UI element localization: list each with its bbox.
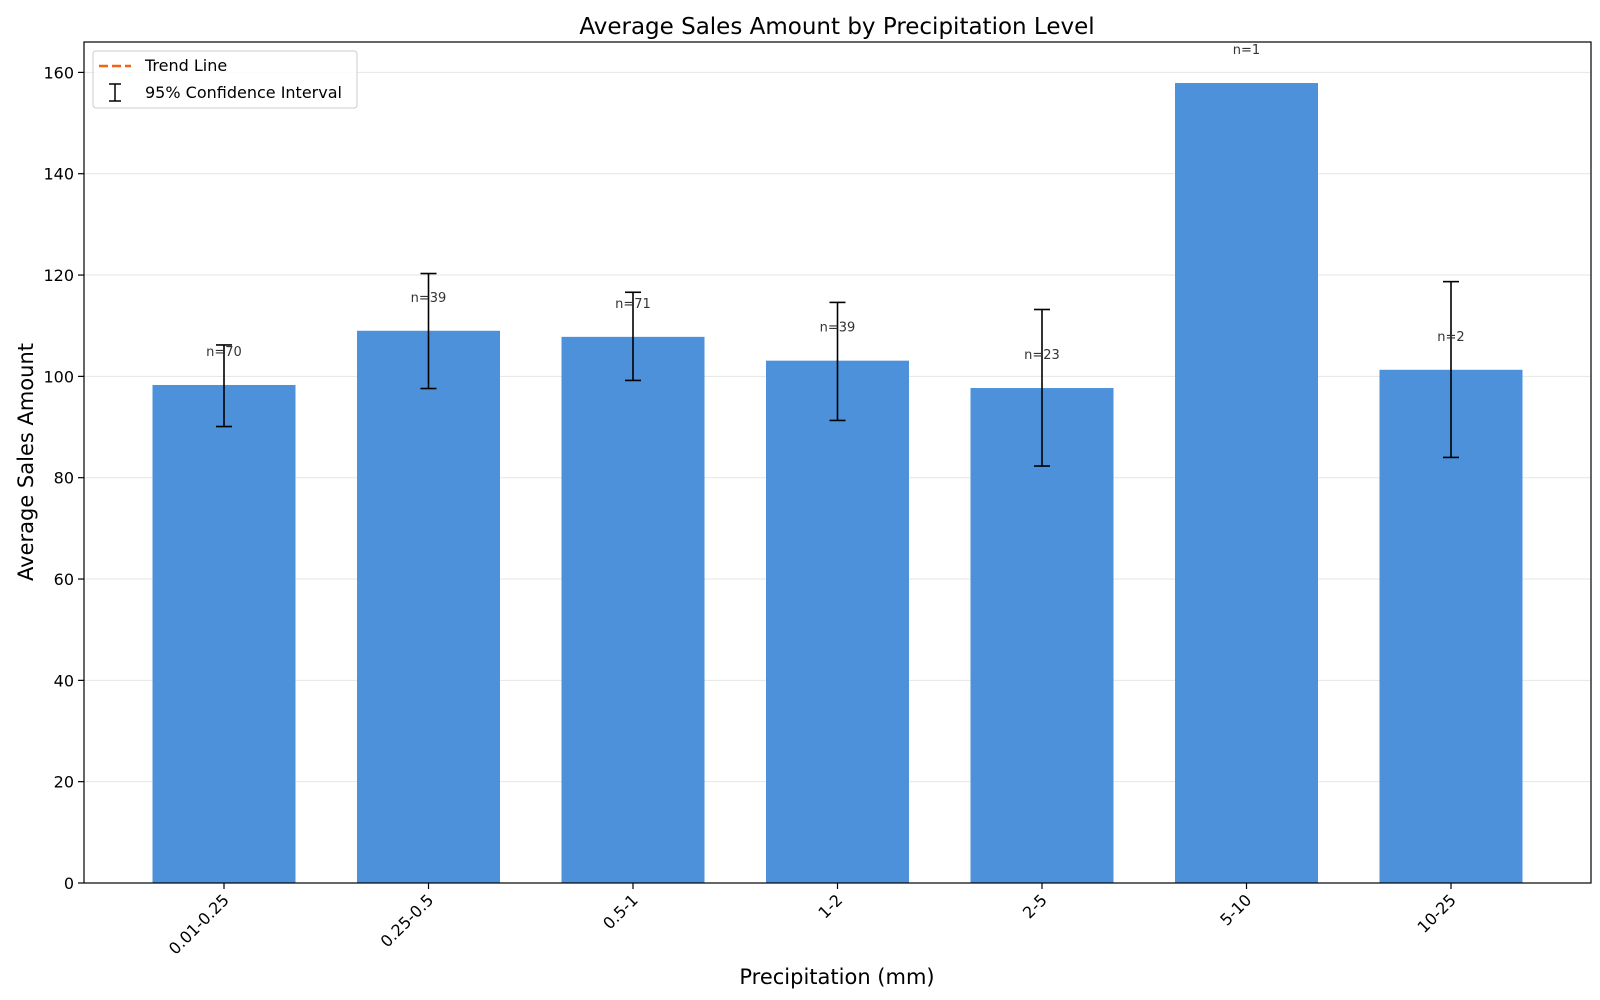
legend-label-trend-line: Trend Line <box>144 56 227 75</box>
legend-box <box>92 50 358 109</box>
bars <box>152 83 1523 883</box>
error-bar-0.5-1 <box>625 291 641 382</box>
sample-size-label: n=1 <box>1233 43 1260 58</box>
y-tick-label: 80 <box>54 469 74 488</box>
chart-title: Average Sales Amount by Precipitation Le… <box>579 14 1094 40</box>
x-tick-label: 2-5 <box>1019 890 1051 922</box>
bar-0.25-0.5 <box>357 330 500 883</box>
legend-label-confidence-interval: 95% Confidence Interval <box>145 83 342 102</box>
confidence-interval-legend-icon <box>109 83 121 102</box>
y-axis: 0 20 40 60 80 100 120 140 160 <box>43 63 84 893</box>
bar-1-2 <box>766 360 909 883</box>
y-tick-label: 20 <box>54 773 74 792</box>
y-tick-label: 40 <box>54 671 74 690</box>
y-tick-label: 60 <box>54 570 74 589</box>
error-bar-0.25-0.5 <box>420 272 437 390</box>
sample-size-label: n=39 <box>411 291 447 306</box>
x-tick-label: 0.5-1 <box>599 890 642 933</box>
y-tick-label: 120 <box>43 266 74 285</box>
x-tick-label: 0.25-0.5 <box>377 890 438 951</box>
error-bars <box>216 272 1459 467</box>
error-bar-0.01-0.25 <box>216 344 232 428</box>
x-tick-label: 5-10 <box>1216 890 1255 929</box>
sample-size-label: n=23 <box>1024 348 1060 363</box>
y-tick-label: 100 <box>43 367 74 386</box>
y-axis-label: Average Sales Amount <box>14 343 38 581</box>
legend: Trend Line 95% Confidence Interval <box>92 50 358 109</box>
y-tick-label: 160 <box>43 63 74 82</box>
sample-size-label: n=70 <box>206 345 242 360</box>
error-bar-1-2 <box>829 301 846 422</box>
y-tick-label: 140 <box>43 165 74 184</box>
x-axis: 0.01-0.25 0.25-0.5 0.5-1 1-2 2-5 5-10 10-25 <box>165 883 1460 958</box>
sample-size-label: n=71 <box>615 297 651 312</box>
x-axis-label: Precipitation (mm) <box>739 965 934 989</box>
x-tick-label: 0.01-0.25 <box>165 890 233 958</box>
sample-size-label: n=39 <box>820 321 856 336</box>
bar-0.5-1 <box>561 336 705 883</box>
x-tick-label: 10-25 <box>1414 890 1460 936</box>
bar-0.01-0.25 <box>152 384 296 883</box>
bar-5-10 <box>1175 83 1318 883</box>
error-bar-10-25 <box>1443 280 1459 459</box>
sample-size-labels: n=70 n=39 n=71 n=39 n=23 n=1 n=2 <box>206 43 1465 363</box>
error-bar-2-5 <box>1034 308 1050 467</box>
bar-2-5 <box>970 388 1114 883</box>
sample-size-label: n=2 <box>1437 330 1464 345</box>
plot-frame <box>83 41 1592 884</box>
x-tick-label: 1-2 <box>814 890 846 922</box>
y-tick-label: 0 <box>64 874 74 893</box>
